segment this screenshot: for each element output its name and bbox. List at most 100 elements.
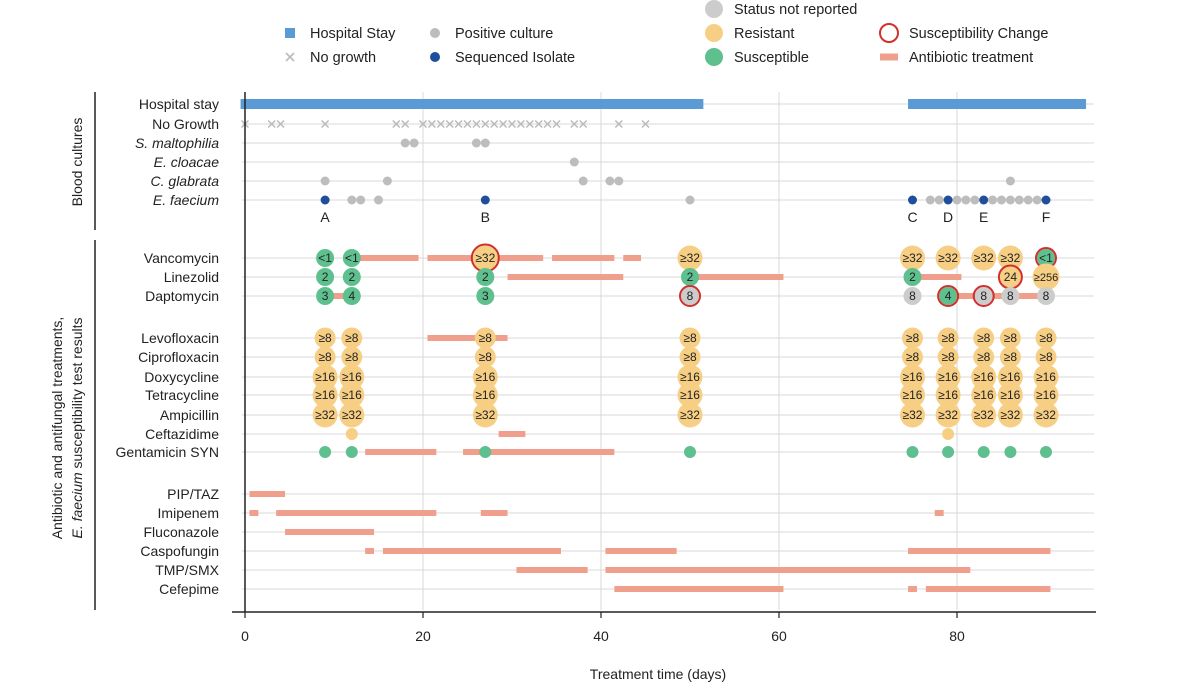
treatment-bar xyxy=(948,293,1046,299)
susceptibility-susceptible xyxy=(1037,249,1055,267)
treatment-bar xyxy=(925,586,1051,592)
isolate-label: F xyxy=(1042,209,1051,225)
positive-culture-dot xyxy=(988,195,998,205)
sequenced-isolate-dot xyxy=(908,195,917,205)
sequenced-isolate-dot xyxy=(943,195,953,205)
no-growth-mark xyxy=(267,119,276,129)
susceptibility-not_reported xyxy=(681,287,699,305)
susceptibility-resistant xyxy=(1032,263,1060,291)
row-labels: Hospital stay No Growth S. maltophilia E. c… xyxy=(116,96,220,597)
susceptibility-susceptible xyxy=(342,287,361,305)
no-growth-mark xyxy=(418,119,428,129)
positive-culture-dot xyxy=(970,195,980,205)
mic-value-label: 2 xyxy=(482,270,489,284)
no-growth-mark xyxy=(614,119,623,129)
susceptibility-resistant xyxy=(312,364,338,390)
mic-value-label: ≥32 xyxy=(1036,408,1056,422)
mic-value-label: ≥8 xyxy=(977,331,991,345)
treatment-bar xyxy=(365,548,375,554)
legend-label-not_reported: Status not reported xyxy=(734,2,857,18)
mic-value-label: ≥8 xyxy=(318,350,332,364)
susceptibility-resistant xyxy=(999,346,1021,368)
positive-culture-dot xyxy=(961,195,971,205)
row-label: Fluconazole xyxy=(144,524,220,540)
treatment-bar xyxy=(552,255,615,261)
mic-value-label: ≥8 xyxy=(906,350,920,364)
susceptibility-resistant xyxy=(902,346,923,368)
susceptibility-resistant xyxy=(935,382,961,408)
susceptibility-susceptible xyxy=(345,446,358,458)
sequenced-isolate-dot xyxy=(480,195,490,205)
no-growth-mark xyxy=(321,119,330,129)
susceptibility-resistant xyxy=(312,382,338,408)
mic-value-label: ≥32 xyxy=(475,408,495,422)
row-label: Hospital stay xyxy=(139,96,219,112)
mic-value-label: ≥8 xyxy=(479,350,493,364)
susceptibility-resistant xyxy=(341,346,363,368)
isolate-label: D xyxy=(943,209,953,225)
susceptibility-susceptible xyxy=(1004,446,1017,458)
legend-swatch-nogrowth xyxy=(285,52,295,62)
mic-value-label: ≥8 xyxy=(479,331,493,345)
positive-culture-dot xyxy=(374,195,383,205)
susceptibility-resistant xyxy=(971,382,997,408)
mic-value-label: ≥16 xyxy=(938,370,958,384)
row-label: Ceftazidime xyxy=(145,426,219,442)
treatment-bar xyxy=(516,567,588,573)
susceptibility-resistant xyxy=(1035,327,1057,349)
legend-swatch-change xyxy=(879,23,899,43)
mic-value-label: ≥8 xyxy=(1039,331,1053,345)
row-label: Daptomycin xyxy=(145,288,219,304)
mic-value-label: ≥8 xyxy=(941,350,955,364)
isolate-label: E xyxy=(979,209,988,225)
positive-culture-dot xyxy=(1014,195,1024,205)
mic-value-label: ≥8 xyxy=(683,331,697,345)
legend-label-sequenced: Sequenced Isolate xyxy=(455,50,575,66)
susceptibility-susceptible xyxy=(906,446,919,458)
treatment-bar xyxy=(605,567,971,573)
mic-value-label: ≥8 xyxy=(1004,350,1018,364)
legend-label-hospital: Hospital Stay xyxy=(310,26,396,42)
susceptibility-resistant xyxy=(999,327,1021,349)
legend-swatch-hospital xyxy=(285,28,295,38)
susceptibility-resistant xyxy=(937,346,959,368)
row-label: Linezolid xyxy=(164,269,219,285)
susceptibility-susceptible xyxy=(942,446,955,458)
treatment-bar xyxy=(614,586,784,592)
positive-culture-dot xyxy=(925,195,935,205)
sequenced-isolate-dot xyxy=(1041,195,1051,205)
susceptibility-resistant xyxy=(935,364,961,390)
susceptibility-susceptible xyxy=(903,268,922,286)
mic-value-label: ≥8 xyxy=(345,331,359,345)
positive-culture-dot xyxy=(685,195,695,205)
treatment-bar xyxy=(276,510,437,516)
no-growth-mark xyxy=(507,119,517,129)
susceptibility-change-ring xyxy=(972,285,995,307)
row-label: TMP/SMX xyxy=(155,562,219,578)
mic-value-label: 2 xyxy=(687,270,694,284)
mic-value-label: ≥16 xyxy=(342,388,362,402)
susceptibility-susceptible xyxy=(316,249,335,267)
section-label-treatments-line1: Antibiotic and antifungal treatments, xyxy=(49,317,65,540)
mic-value-label: ≥8 xyxy=(683,350,697,364)
positive-culture-dot xyxy=(934,195,944,205)
susceptibility-resistant xyxy=(345,428,358,440)
susceptibility-resistant xyxy=(971,245,997,271)
mic-value-label: ≥32 xyxy=(342,408,362,422)
mic-value-label: ≥32 xyxy=(974,251,994,265)
susceptibility-not_reported xyxy=(1001,287,1020,305)
susceptibility-resistant xyxy=(472,245,498,271)
mic-value-label: ≥32 xyxy=(680,408,700,422)
susceptibility-resistant xyxy=(942,428,955,440)
susceptibility-resistant xyxy=(474,346,496,368)
no-growth-mark xyxy=(579,119,588,129)
susceptibility-susceptible xyxy=(316,268,335,286)
no-growth-mark xyxy=(499,119,508,129)
susceptibility-change-ring xyxy=(679,285,701,307)
mic-value-label: ≥32 xyxy=(903,251,923,265)
susceptibility-resistant xyxy=(341,327,363,349)
legend-swatch-treatment xyxy=(880,53,898,61)
positive-culture-dot xyxy=(997,195,1006,205)
positive-culture-dot xyxy=(356,195,366,205)
mic-value-label: ≥8 xyxy=(345,350,359,364)
